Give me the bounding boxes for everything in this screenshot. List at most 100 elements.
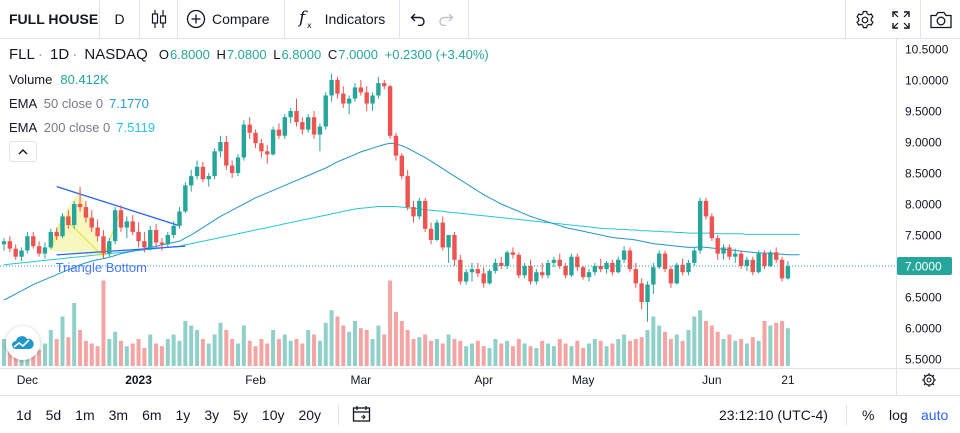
volume-bar bbox=[639, 337, 644, 366]
volume-bar bbox=[505, 340, 510, 366]
range-1m[interactable]: 1m bbox=[75, 406, 95, 423]
range-1y[interactable]: 1y bbox=[175, 406, 191, 423]
volume-bar bbox=[645, 330, 650, 366]
candle-body bbox=[7, 241, 13, 249]
range-10y[interactable]: 10y bbox=[261, 406, 285, 423]
candle-body bbox=[66, 216, 71, 226]
snapshot-button[interactable] bbox=[920, 0, 960, 39]
x-tick-label: Jun bbox=[702, 373, 721, 387]
undo-icon[interactable] bbox=[410, 12, 426, 26]
volume-bar bbox=[674, 334, 679, 366]
settings-button[interactable] bbox=[845, 0, 883, 39]
candle-body bbox=[346, 98, 352, 104]
volume-bar bbox=[294, 339, 299, 366]
open-value: 6.8000 bbox=[170, 47, 210, 62]
candle-body bbox=[580, 267, 586, 278]
candle-body bbox=[31, 236, 36, 247]
y-tick-label: 10.5000 bbox=[905, 43, 949, 57]
volume-bar bbox=[429, 340, 434, 366]
range-5d[interactable]: 5d bbox=[45, 406, 62, 423]
gear-icon bbox=[855, 10, 874, 28]
volume-bar bbox=[423, 334, 428, 366]
volume-bar bbox=[276, 339, 281, 366]
volume-bar bbox=[499, 343, 504, 366]
volume-bar bbox=[739, 339, 744, 366]
fullscreen-button[interactable] bbox=[883, 0, 919, 39]
volume-bar bbox=[347, 331, 352, 366]
range-6m[interactable]: 6m bbox=[142, 406, 162, 423]
candle-body bbox=[194, 166, 200, 177]
volume-bar bbox=[692, 316, 697, 366]
volume-bar bbox=[622, 334, 627, 366]
compare-button[interactable]: Compare bbox=[178, 0, 285, 38]
volume-bar bbox=[154, 343, 159, 366]
candle-body bbox=[136, 231, 141, 242]
candle-body bbox=[107, 241, 112, 254]
volume-bar bbox=[668, 339, 673, 366]
symbol-search[interactable]: FULL HOUSE bbox=[0, 0, 100, 38]
candle-body bbox=[510, 252, 516, 255]
date-range-button[interactable] bbox=[352, 405, 372, 428]
volume-bar bbox=[633, 339, 638, 366]
ema200-params: 200 close 0 bbox=[43, 120, 111, 135]
tradingview-logo[interactable] bbox=[6, 326, 40, 360]
price-chart[interactable]: Triangle Bottom 10.5000 10.0000 9.5000 9.000… bbox=[0, 39, 960, 395]
auto-scale-button[interactable]: auto bbox=[921, 407, 949, 423]
candle-body bbox=[551, 259, 557, 263]
range-3y[interactable]: 3y bbox=[204, 406, 220, 423]
candle-body bbox=[516, 254, 521, 276]
candle-body bbox=[341, 93, 346, 104]
ema200-line bbox=[3, 206, 800, 266]
axis-settings-icon[interactable] bbox=[922, 373, 936, 387]
candle-body bbox=[218, 142, 223, 152]
indicators-button[interactable]: f x Indicators bbox=[285, 0, 401, 38]
candle-body bbox=[487, 270, 492, 284]
range-20y[interactable]: 20y bbox=[298, 406, 322, 423]
volume-bar bbox=[177, 340, 182, 366]
candle-body bbox=[721, 247, 726, 254]
volume-bar bbox=[592, 339, 597, 366]
candle-body bbox=[774, 252, 779, 260]
volume-bar bbox=[733, 340, 738, 366]
log-scale-button[interactable]: log bbox=[889, 407, 908, 423]
x-tick-label: Dec bbox=[17, 373, 38, 387]
candle-body bbox=[323, 95, 328, 127]
candle-body bbox=[288, 111, 293, 118]
candle-body bbox=[13, 248, 18, 257]
candle-body bbox=[148, 230, 153, 248]
ema200-legend: EMA 200 close 0 7.5119 bbox=[9, 120, 158, 135]
svg-text:f: f bbox=[297, 8, 308, 28]
volume-bar bbox=[224, 330, 229, 366]
candle-body bbox=[750, 259, 755, 273]
volume-bar bbox=[48, 330, 53, 366]
volume-bar bbox=[464, 346, 469, 366]
percent-scale-button[interactable]: % bbox=[862, 407, 875, 423]
volume-bar bbox=[516, 339, 521, 366]
range-3m[interactable]: 3m bbox=[108, 406, 129, 423]
chart-type-button[interactable] bbox=[140, 0, 178, 38]
range-5y[interactable]: 5y bbox=[233, 406, 248, 423]
candle-body bbox=[282, 117, 287, 136]
volume-bar bbox=[780, 321, 785, 366]
interval-button[interactable]: D bbox=[100, 0, 140, 38]
candle-body bbox=[259, 143, 264, 152]
candle-body bbox=[36, 246, 42, 254]
volume-bar bbox=[411, 339, 416, 366]
redo-icon[interactable] bbox=[438, 12, 454, 26]
legend-exchange: NASDAQ bbox=[84, 46, 148, 63]
volume-bar bbox=[698, 310, 703, 366]
volume-legend: Volume 80.412K bbox=[9, 72, 112, 87]
range-1d[interactable]: 1d bbox=[16, 406, 32, 423]
volume-bar bbox=[2, 339, 6, 366]
volume-bar bbox=[481, 346, 486, 366]
collapse-legend-button[interactable] bbox=[9, 141, 37, 162]
candle-body bbox=[499, 262, 504, 266]
cloud-logo-icon bbox=[12, 336, 34, 349]
candle-body bbox=[668, 269, 674, 284]
volume-bar bbox=[581, 348, 586, 366]
candle-body bbox=[592, 266, 598, 273]
clock: 23:12:10 (UTC-4) bbox=[719, 407, 828, 423]
y-tick-label: 7.5000 bbox=[905, 229, 942, 243]
volume-bar bbox=[750, 337, 755, 366]
volume-bar bbox=[312, 334, 317, 366]
